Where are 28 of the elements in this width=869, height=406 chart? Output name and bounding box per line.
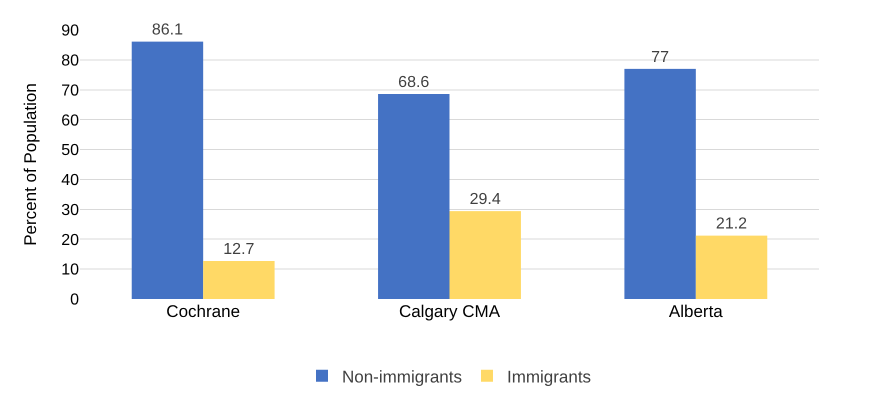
y-tick-label: 80 xyxy=(61,52,80,70)
legend-label: Non-immigrants xyxy=(342,367,462,386)
legend-label: Immigrants xyxy=(506,367,592,386)
x-tick-label: Alberta xyxy=(668,302,724,321)
y-tick-label: 40 xyxy=(61,172,80,190)
bar xyxy=(203,261,275,299)
bar xyxy=(624,68,696,299)
data-label: 21.2 xyxy=(716,216,748,233)
y-tick-label: 10 xyxy=(61,262,80,279)
data-label: 12.7 xyxy=(223,241,255,258)
y-tick-label: 0 xyxy=(70,292,80,309)
bar xyxy=(450,211,521,299)
data-label: 77 xyxy=(651,48,670,66)
bar xyxy=(696,236,768,299)
data-label: 86.1 xyxy=(152,22,184,39)
bar xyxy=(378,94,450,299)
y-tick-label: 50 xyxy=(61,142,80,160)
data-label: 29.4 xyxy=(470,191,501,208)
y-tick-label: 60 xyxy=(61,112,80,130)
y-tick-label: 70 xyxy=(61,82,80,100)
y-axis-title: Percent of Population xyxy=(21,83,40,246)
y-tick-label: 90 xyxy=(61,22,80,40)
y-tick-label: 30 xyxy=(61,202,80,219)
x-tick-label: Cochrane xyxy=(166,302,240,321)
bar xyxy=(132,42,204,299)
data-label: 68.6 xyxy=(398,74,430,91)
y-tick-label: 20 xyxy=(61,232,80,249)
x-tick-label: Calgary CMA xyxy=(398,302,501,321)
